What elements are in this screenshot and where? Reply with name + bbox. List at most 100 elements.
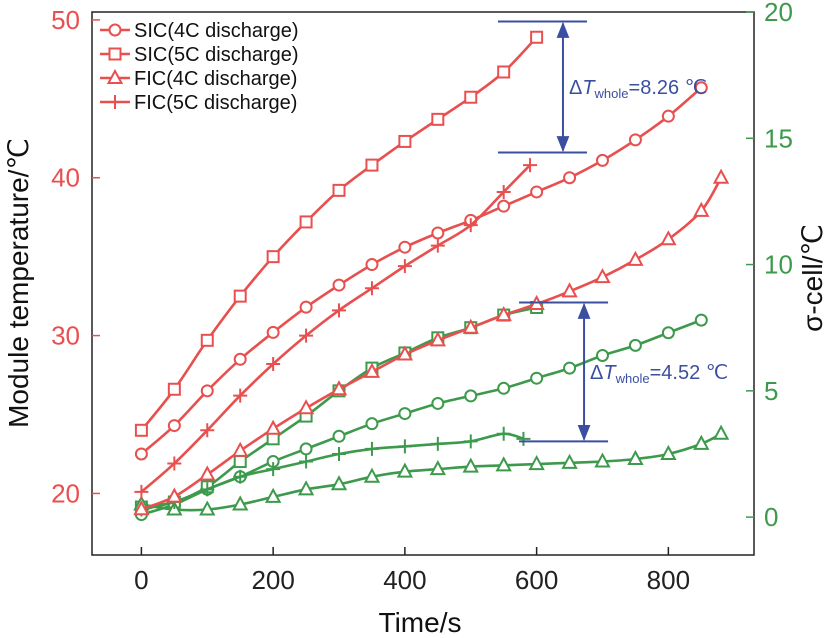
legend-marker <box>108 95 122 109</box>
y-right-tick-label: 20 <box>764 0 793 27</box>
sigma-data-point <box>516 431 531 446</box>
sigma-data-point <box>694 313 708 327</box>
temperature-data-point <box>594 268 611 284</box>
temperature-data-point <box>233 352 247 366</box>
temperature-data-point <box>429 331 446 347</box>
temperature-data-point <box>694 81 708 95</box>
temperature-data-point <box>297 399 315 415</box>
temperature-data-point <box>660 230 677 246</box>
sigma-data-point <box>199 500 216 516</box>
temperature-data-point <box>134 447 148 461</box>
temperature-data-point <box>431 226 445 240</box>
sigma-data-point <box>430 436 445 451</box>
temperature-data-point <box>332 278 346 292</box>
x-tick-label: 400 <box>383 565 426 595</box>
legend: SIC(4C discharge)SIC(5C discharge)FIC(4C… <box>100 20 299 114</box>
temperature-data-point <box>134 423 148 437</box>
temperature-data-point <box>693 201 710 217</box>
sigma-data-point <box>497 381 511 395</box>
y-right-tick-label: 0 <box>764 502 778 532</box>
sigma-data-point <box>628 338 642 352</box>
temperature-data-point <box>266 325 280 339</box>
temperature-data-point <box>365 258 379 272</box>
sigma-data-point <box>463 434 478 449</box>
temperature-data-point <box>134 484 149 499</box>
annotations: ΔTwhole=8.26 ℃ ΔTwhole=4.52 ℃ <box>497 20 728 443</box>
temperature-data-point <box>628 133 642 147</box>
sigma-data-point <box>530 371 544 385</box>
y-left-tick-label: 20 <box>51 478 80 508</box>
temperature-data-point <box>431 112 445 126</box>
temperature-data-point <box>563 171 577 185</box>
temperature-data-point <box>365 158 379 172</box>
x-tick-label: 600 <box>515 565 558 595</box>
temperature-data-point <box>661 109 675 123</box>
sigma-data-point <box>332 446 347 461</box>
y-left-tick-label: 40 <box>51 163 80 193</box>
sigma-data-point <box>332 429 346 443</box>
temperature-data-point <box>595 153 609 167</box>
sigma-data-point <box>363 467 381 483</box>
temperature-series <box>134 158 538 499</box>
temperature-data-point <box>199 465 216 481</box>
temperature-data-point <box>464 90 478 104</box>
temperature-data-point <box>561 282 578 298</box>
x-tick-label: 0 <box>134 565 148 595</box>
temperature-data-point <box>166 487 183 503</box>
temperature-data-point <box>530 185 544 199</box>
annotation-label: ΔTwhole=4.52 ℃ <box>590 362 728 386</box>
legend-label: SIC(4C discharge) <box>134 20 299 42</box>
temperature-data-point <box>463 218 478 233</box>
annotation-label: ΔTwhole=8.26 ℃ <box>569 77 707 101</box>
sigma-data-point <box>266 462 281 477</box>
sigma-data-point <box>299 454 314 469</box>
y-left-tick-label: 50 <box>51 5 80 35</box>
series-layer <box>133 30 730 522</box>
temperature-series <box>133 168 730 516</box>
temperature-data-point <box>264 419 282 435</box>
sigma-data-point <box>594 452 611 468</box>
y-right-tick-label: 10 <box>764 250 793 280</box>
temperature-data-point <box>364 281 379 296</box>
plot-frame <box>91 11 755 556</box>
sigma-data-point <box>233 469 248 484</box>
legend-label: SIC(5C discharge) <box>134 44 299 66</box>
temperature-data-point <box>233 289 247 303</box>
temperature-data-point <box>167 382 181 396</box>
temperature-data-point <box>133 500 150 516</box>
sigma-data-point <box>297 480 315 496</box>
legend-marker <box>106 68 124 84</box>
sigma-data-point <box>397 439 412 454</box>
sigma-data-point <box>200 482 215 497</box>
temperature-data-point <box>233 388 248 403</box>
y-axis-right-label: σ-cell/℃ <box>797 224 828 332</box>
sigma-data-point <box>462 457 479 473</box>
sigma-data-point <box>712 424 730 440</box>
sigma-data-point <box>693 434 710 450</box>
sigma-data-point <box>431 396 445 410</box>
temperature-data-point <box>330 380 348 396</box>
sigma-series <box>133 424 730 516</box>
temperature-data-point <box>363 362 381 378</box>
legend-marker <box>108 47 122 61</box>
sigma-data-point <box>595 348 609 362</box>
sigma-data-point <box>330 475 348 491</box>
temperature-data-point <box>332 303 347 318</box>
y-right-tick-label: 5 <box>764 376 778 406</box>
temperature-data-point <box>398 240 412 254</box>
sigma-data-point <box>528 454 545 471</box>
x-axis-label: Time/s <box>379 607 462 638</box>
sigma-data-point <box>429 460 446 476</box>
temperature-data-point <box>712 168 730 184</box>
sigma-data-point <box>464 389 478 403</box>
temperature-data-point <box>396 345 414 361</box>
temperature-data-point <box>462 318 479 334</box>
temperature-data-point <box>232 441 249 457</box>
legend-label: FIC(5C discharge) <box>134 92 297 114</box>
sigma-series <box>134 426 531 517</box>
sigma-data-point <box>266 432 280 446</box>
legend-label: FIC(4C discharge) <box>134 68 297 90</box>
temperature-data-point <box>299 328 314 343</box>
temperature-data-point <box>332 183 346 197</box>
sigma-data-point <box>627 449 644 466</box>
